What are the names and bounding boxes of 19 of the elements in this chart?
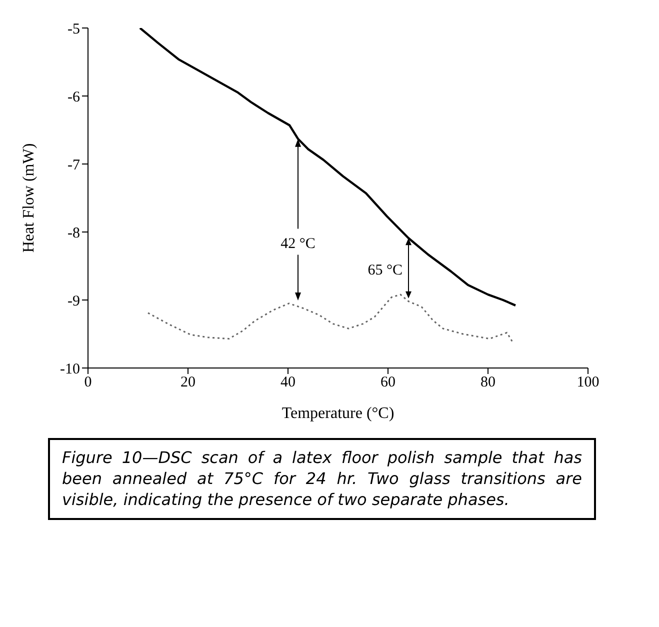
x-tick-label: 80	[480, 374, 496, 391]
y-axis-title: Heat Flow (mW)	[20, 143, 38, 253]
line-series	[138, 28, 517, 307]
y-tick-label: -7	[68, 157, 80, 174]
annotation: 65 °C	[368, 262, 402, 279]
y-tick-label: -6	[68, 89, 80, 106]
annotation: 42 °C	[280, 236, 316, 252]
caption: Figure 10—DSC scan of a latex floor polish sample that has been annealed at 75°C for 24 hr. Two glass transitions are visible, indicating the presence of two separate phases.	[48, 438, 596, 520]
x-tick-label: 100	[576, 374, 600, 391]
x-tick-label: 40	[280, 374, 296, 391]
y-tick-label: -5	[68, 21, 80, 38]
y-tick-label: -10	[60, 361, 80, 378]
y-tick-label: -9	[68, 293, 80, 310]
x-axis-title: Temperature (°C)	[282, 405, 394, 422]
x-tick-label: 60	[380, 374, 396, 391]
x-tick-label: 0	[84, 374, 92, 391]
y-tick-label: -8	[68, 225, 80, 242]
x-tick-label: 20	[180, 374, 196, 391]
line-series	[147, 294, 514, 344]
